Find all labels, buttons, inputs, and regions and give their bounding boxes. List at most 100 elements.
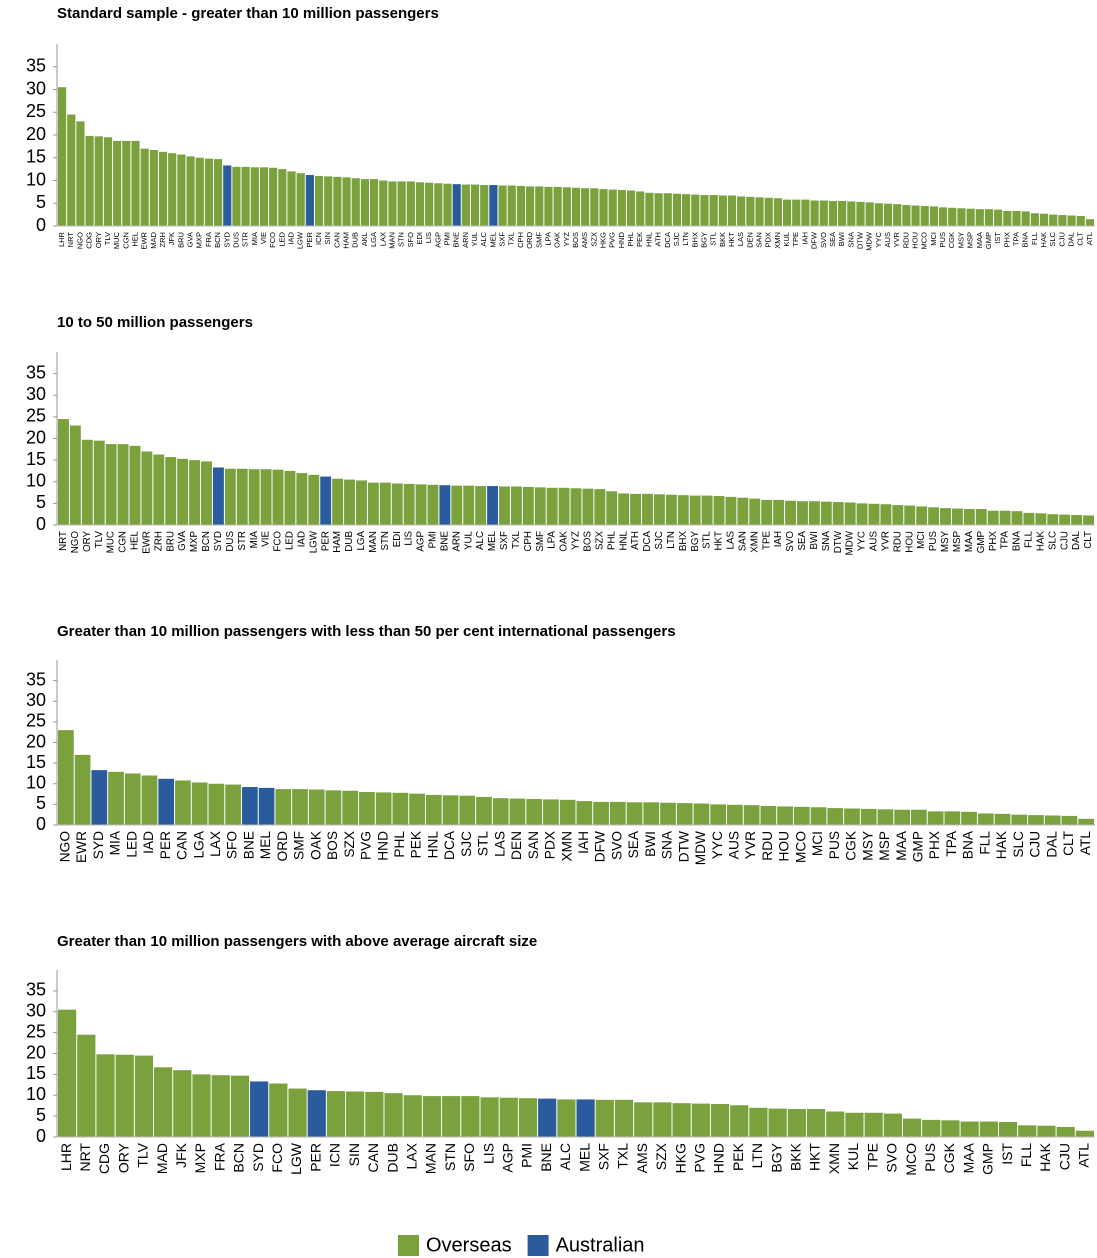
- bar: [957, 208, 966, 226]
- x-tick-label: MDW: [845, 530, 856, 555]
- x-tick-label: MXP: [192, 1143, 208, 1173]
- legend-label: Overseas: [426, 1234, 512, 1256]
- x-tick-label: PHX: [1002, 232, 1011, 247]
- bar: [189, 460, 201, 525]
- bar: [944, 811, 961, 825]
- x-tick-label: MCI: [810, 831, 825, 856]
- bar: [507, 185, 516, 226]
- x-tick-label: HAK: [1037, 1142, 1053, 1171]
- x-tick-label: MAA: [960, 1142, 976, 1173]
- bar: [225, 784, 241, 825]
- bar: [902, 205, 911, 226]
- y-tick-label: 35: [26, 980, 46, 1000]
- x-tick-label: SYD: [213, 531, 224, 551]
- bar: [379, 482, 391, 525]
- bar: [365, 1091, 384, 1137]
- bar: [571, 187, 581, 226]
- x-tick-label: SEA: [626, 830, 641, 858]
- bar: [288, 1088, 307, 1137]
- x-tick-label: BGY: [768, 1142, 784, 1172]
- bar: [1078, 818, 1094, 825]
- chart-title: Standard sample - greater than 10 millio…: [57, 5, 439, 22]
- x-tick-label: CJU: [1059, 531, 1070, 550]
- x-tick-label: SZX: [589, 232, 598, 247]
- x-tick-label: BNA: [1021, 232, 1030, 247]
- bar: [516, 185, 526, 226]
- y-tick-label: 0: [36, 814, 46, 834]
- x-tick-label: GMP: [976, 531, 987, 553]
- x-tick-label: HKT: [807, 1143, 823, 1171]
- bar: [272, 469, 284, 525]
- bar: [212, 467, 224, 525]
- x-tick-label: BHX: [678, 531, 689, 552]
- x-tick-label: RDU: [901, 232, 910, 248]
- x-tick-label: SNA: [821, 531, 832, 552]
- bar: [214, 159, 223, 226]
- bar: [1018, 1125, 1037, 1137]
- bar: [344, 479, 355, 525]
- bar: [810, 200, 819, 226]
- x-tick-label: HNL: [644, 232, 653, 247]
- x-tick-label: MCO: [920, 232, 929, 250]
- bar: [115, 1054, 134, 1137]
- x-tick-label: NGO: [70, 531, 81, 554]
- bar: [232, 166, 241, 226]
- x-tick-label: LIS: [424, 232, 433, 243]
- x-tick-label: OAK: [553, 232, 562, 248]
- x-tick-label: LAS: [736, 232, 745, 246]
- x-tick-label: DTW: [833, 530, 844, 553]
- x-tick-label: EWR: [140, 231, 149, 249]
- bar: [260, 469, 272, 525]
- x-tick-label: MSY: [940, 531, 951, 553]
- bar: [576, 801, 593, 825]
- bar: [480, 185, 489, 226]
- bar: [487, 486, 499, 525]
- x-tick-label: SNA: [660, 830, 675, 859]
- bar: [140, 148, 149, 226]
- bar: [105, 444, 117, 525]
- x-tick-label: SLC: [1011, 831, 1026, 858]
- bar: [951, 508, 963, 525]
- bar: [258, 787, 275, 825]
- x-tick-label: MDW: [693, 831, 708, 865]
- chart-panel: Greater than 10 million passengers with …: [26, 623, 1095, 865]
- x-tick-label: GMP: [980, 1143, 996, 1175]
- bar: [672, 193, 682, 226]
- bar: [177, 458, 189, 525]
- x-tick-label: SAN: [737, 531, 748, 551]
- x-tick-label: MCI: [929, 232, 938, 246]
- x-tick-label: MCI: [916, 531, 927, 549]
- bar: [1047, 514, 1059, 525]
- y-tick-label: 20: [26, 731, 46, 751]
- x-tick-label: TXL: [615, 1143, 631, 1169]
- x-tick-label: SJC: [459, 831, 474, 857]
- x-tick-label: CAN: [365, 1143, 381, 1173]
- x-tick-label: NGO: [75, 232, 84, 249]
- bar: [526, 799, 543, 825]
- bar: [819, 200, 828, 226]
- bar: [606, 491, 618, 525]
- bar: [58, 1009, 77, 1137]
- bar: [844, 808, 860, 825]
- x-tick-label: HKG: [599, 232, 608, 248]
- x-tick-label: ZRH: [158, 232, 167, 247]
- x-tick-label: NRT: [58, 531, 69, 551]
- x-tick-label: HAM: [342, 232, 351, 249]
- bar: [58, 419, 69, 525]
- x-tick-label: MSP: [952, 531, 963, 552]
- bar: [844, 502, 856, 525]
- bar: [518, 1098, 538, 1137]
- x-tick-label: BOS: [582, 531, 593, 552]
- bar: [660, 802, 676, 825]
- bar: [284, 470, 296, 525]
- bar: [355, 480, 367, 525]
- bar: [208, 783, 225, 825]
- bar: [67, 114, 76, 226]
- x-tick-label: CLT: [1083, 531, 1094, 549]
- x-tick-label: BWI: [837, 232, 846, 246]
- bar: [920, 205, 929, 226]
- bar: [700, 195, 709, 226]
- bar: [832, 502, 844, 525]
- bar: [904, 505, 916, 525]
- bar: [975, 508, 987, 525]
